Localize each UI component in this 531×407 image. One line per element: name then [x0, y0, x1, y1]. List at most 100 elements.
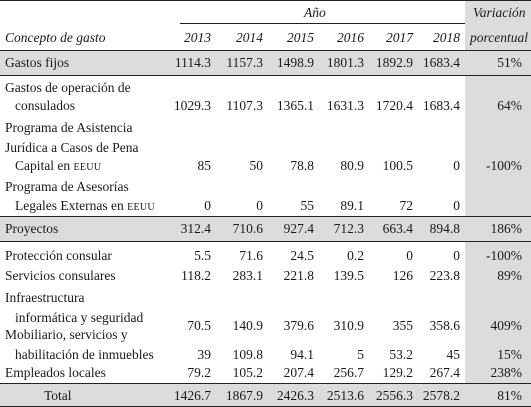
table-cell-value: 53.2: [389, 347, 413, 362]
row-label-line: Total: [44, 388, 72, 403]
table-cell-pct: 186%: [490, 221, 523, 236]
year-header-2014: 2014: [236, 30, 263, 45]
table-cell-value: 2426.3: [276, 388, 314, 403]
table-cell-value: 663.4: [382, 221, 413, 236]
row-label-line: Programa de Asistencia: [5, 120, 132, 136]
row-label-line: Mobiliario, servicios y: [5, 327, 128, 342]
table-cell-value: 78.8: [290, 158, 314, 173]
row-label-line: consulados: [15, 98, 75, 113]
row-label-line: Programa de Asesorías: [5, 179, 129, 195]
year-header-2018: 2018: [433, 30, 460, 45]
table-cell-value: 1801.3: [326, 55, 364, 70]
year-header-2015: 2015: [287, 30, 314, 45]
table-cell-value: 1867.9: [225, 388, 263, 403]
year-header-2016: 2016: [337, 30, 364, 45]
rule-year-group: [180, 23, 465, 24]
table-cell-value: 129.2: [382, 365, 413, 380]
rule-header-bottom: [0, 50, 531, 51]
row-shade-total: [0, 383, 531, 407]
table-cell-value: 1107.3: [226, 98, 263, 113]
row-label-line: Servicios consulares: [5, 268, 116, 283]
table-cell-value: 50: [249, 158, 264, 173]
table-cell-value: 24.5: [290, 248, 314, 263]
table-cell-value: 140.9: [232, 318, 263, 333]
table-cell-value: 1892.9: [375, 55, 413, 70]
table-cell-value: 105.2: [232, 365, 263, 380]
table-cell-value: 79.2: [187, 365, 211, 380]
table-cell-value: 80.9: [340, 158, 364, 173]
table-cell-value: 118.2: [181, 268, 211, 283]
table-cell-value: 89.1: [340, 198, 364, 213]
table-cell-value: 1365.1: [276, 98, 314, 113]
year-header-2013: 2013: [184, 30, 211, 45]
row-label-line: Infraestructura: [5, 290, 85, 305]
table-cell-pct: 15%: [497, 347, 522, 362]
row-label-line: Empleados locales: [5, 365, 106, 380]
table-cell-value: 312.4: [180, 221, 211, 236]
table-cell-pct: 238%: [490, 365, 523, 380]
row-label-line: Protección consular: [5, 248, 112, 263]
row-label-line: habilitación de inmuebles: [15, 347, 154, 362]
table-cell-value: 358.6: [429, 318, 460, 333]
table-cell-value: 0: [453, 198, 460, 213]
table-cell-value: 256.7: [333, 365, 364, 380]
table-cell-value: 72: [399, 198, 414, 213]
table-cell-value: 5: [357, 347, 364, 362]
table-cell-value: 1029.3: [173, 98, 211, 113]
rule-after-proyectos: [0, 241, 531, 242]
table-cell-value: 5.5: [194, 248, 211, 263]
year-header-2017: 2017: [386, 30, 413, 45]
row-label-line: Legales Externas en EEUU: [15, 198, 155, 214]
table-cell-pct: 64%: [497, 98, 522, 113]
row-label-text: Legales Externas en: [15, 198, 124, 213]
table-cell-value: 0: [204, 198, 211, 213]
table-cell-value: 221.8: [283, 268, 314, 283]
table-cell-value: 0.2: [347, 248, 364, 263]
table-cell-value: 712.3: [333, 221, 364, 236]
table-cell-value: 710.6: [232, 221, 263, 236]
row-label-text: Capital en: [15, 158, 71, 173]
table-cell-value: 85: [197, 158, 212, 173]
row-label-line: Proyectos: [5, 221, 59, 236]
row-shade-proyectos: [0, 216, 531, 241]
table-cell-pct: 409%: [490, 318, 523, 333]
row-label-line: Gastos fijos: [5, 55, 70, 70]
row-label-smallcaps: EEUU: [127, 202, 155, 213]
table-cell-value: 1683.4: [422, 55, 460, 70]
table-cell-value: 1498.9: [276, 55, 314, 70]
rule-after-fijos: [0, 75, 531, 76]
table-cell-value: 1631.3: [326, 98, 364, 113]
table-cell-value: 1683.4: [422, 98, 460, 113]
row-label-text: Jurídica a Casos de Pena: [5, 140, 139, 155]
table-cell-value: 1114.3: [174, 55, 211, 70]
row-label-text: Programa de Asistencia: [5, 120, 133, 135]
table-cell-value: 2578.2: [422, 388, 460, 403]
table-cell-value: 109.8: [232, 347, 263, 362]
table-cell-pct: 81%: [497, 388, 522, 403]
variation-header-line1: Variación: [473, 5, 526, 20]
table-cell-value: 894.8: [429, 221, 460, 236]
table-cell-value: 1426.7: [173, 388, 211, 403]
table-cell-value: 70.5: [187, 318, 211, 333]
table-cell-value: 2556.3: [375, 388, 413, 403]
table-cell-value: 0: [453, 158, 460, 173]
table-cell-pct: 89%: [497, 268, 522, 283]
table-cell-value: 1720.4: [375, 98, 413, 113]
table-cell-value: 94.1: [290, 347, 314, 362]
concept-header: Concepto de gasto: [5, 30, 106, 45]
row-label-smallcaps: EEUU: [73, 162, 102, 173]
table-cell-value: 379.6: [283, 318, 314, 333]
table-cell-pct: -100%: [486, 248, 522, 263]
rule-before-total: [0, 383, 531, 384]
table-cell-value: 126: [392, 268, 413, 283]
table-cell-value: 283.1: [232, 268, 263, 283]
table-cell-value: 100.5: [382, 158, 413, 173]
table-cell-value: 0: [406, 248, 413, 263]
table-cell-value: 39: [197, 347, 212, 362]
rule-before-proyectos: [0, 216, 531, 217]
table-cell-value: 139.5: [333, 268, 364, 283]
row-shade-gastos-fijos: [0, 50, 531, 75]
table-cell-value: 223.8: [429, 268, 460, 283]
variation-header-line2: porcentual: [470, 30, 528, 45]
table-cell-value: 71.6: [239, 248, 263, 263]
